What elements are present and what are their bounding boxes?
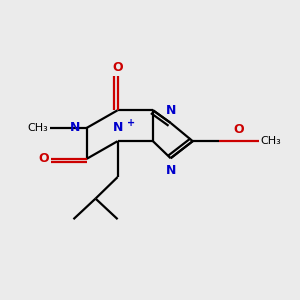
Text: CH₃: CH₃ [260, 136, 281, 146]
Text: O: O [233, 124, 244, 136]
Text: N: N [70, 122, 81, 134]
Text: +: + [127, 118, 135, 128]
Text: O: O [112, 61, 123, 74]
Text: N: N [165, 104, 176, 117]
Text: CH₃: CH₃ [28, 123, 48, 133]
Text: N: N [165, 164, 176, 177]
Text: N: N [112, 122, 123, 134]
Text: O: O [39, 152, 49, 165]
